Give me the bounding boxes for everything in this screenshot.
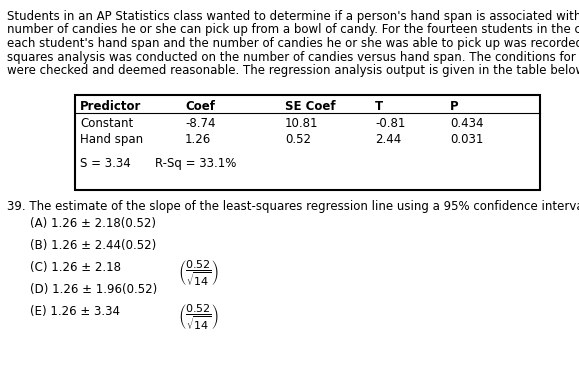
Text: 0.434: 0.434 [450,117,483,130]
Text: -8.74: -8.74 [185,117,215,130]
Text: (E) 1.26 ± 3.34: (E) 1.26 ± 3.34 [30,305,120,318]
Text: 39. The estimate of the slope of the least-squares regression line using a 95% c: 39. The estimate of the slope of the lea… [7,200,579,213]
Text: 10.81: 10.81 [285,117,318,130]
Text: S = 3.34: S = 3.34 [80,157,131,170]
Text: Constant: Constant [80,117,133,130]
Text: $\left(\dfrac{0.52}{\sqrt{14}}\right)$: $\left(\dfrac{0.52}{\sqrt{14}}\right)$ [178,259,219,288]
Text: (C) 1.26 ± 2.18: (C) 1.26 ± 2.18 [30,261,121,274]
Text: each student's hand span and the number of candies he or she was able to pick up: each student's hand span and the number … [7,37,579,50]
Text: Coef: Coef [185,100,215,113]
Text: (D) 1.26 ± 1.96(0.52): (D) 1.26 ± 1.96(0.52) [30,283,157,296]
Text: number of candies he or she can pick up from a bowl of candy. For the fourteen s: number of candies he or she can pick up … [7,23,579,36]
Text: squares analysis was conducted on the number of candies versus hand span. The co: squares analysis was conducted on the nu… [7,50,579,64]
Text: R-Sq = 33.1%: R-Sq = 33.1% [155,157,236,170]
Text: 0.031: 0.031 [450,133,483,146]
Text: 0.52: 0.52 [285,133,311,146]
Text: Predictor: Predictor [80,100,141,113]
Text: 2.44: 2.44 [375,133,401,146]
Text: Students in an AP Statistics class wanted to determine if a person's hand span i: Students in an AP Statistics class wante… [7,10,579,23]
Text: were checked and deemed reasonable. The regression analysis output is given in t: were checked and deemed reasonable. The … [7,64,579,77]
Text: 1.26: 1.26 [185,133,211,146]
Text: (B) 1.26 ± 2.44(0.52): (B) 1.26 ± 2.44(0.52) [30,239,156,252]
Text: $\left(\dfrac{0.52}{\sqrt{14}}\right)$: $\left(\dfrac{0.52}{\sqrt{14}}\right)$ [178,303,219,332]
Text: Hand span: Hand span [80,133,143,146]
Text: -0.81: -0.81 [375,117,405,130]
Text: T: T [375,100,383,113]
Text: P: P [450,100,459,113]
Text: SE Coef: SE Coef [285,100,336,113]
Text: (A) 1.26 ± 2.18(0.52): (A) 1.26 ± 2.18(0.52) [30,217,156,230]
